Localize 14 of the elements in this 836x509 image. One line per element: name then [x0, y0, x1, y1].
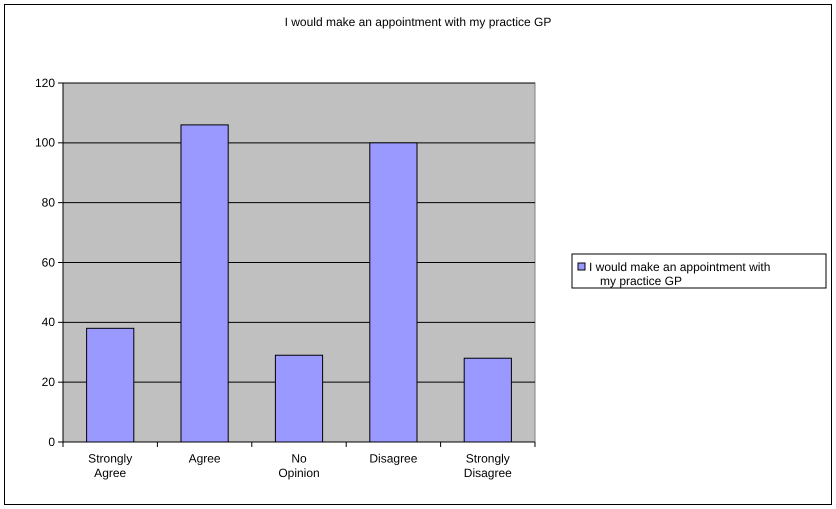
x-tick-label: No Opinion [278, 452, 320, 480]
y-tick-label: 20 [42, 375, 56, 390]
x-tick-label: Disagree [369, 452, 418, 466]
chart-title: I would make an appointment with my practice GP [284, 15, 552, 29]
y-tick-label: 80 [42, 196, 56, 210]
y-tick-label: 120 [34, 76, 56, 90]
y-tick-label: 0 [48, 434, 56, 449]
y-tick-label: 100 [34, 136, 56, 150]
x-tick-label: Strongly Disagree [464, 452, 512, 480]
legend-label: I would make an appointment with my practice GP [589, 260, 770, 288]
x-tick-label: Agree [188, 452, 221, 466]
y-tick-label: 40 [42, 315, 56, 330]
x-tick-label: Strongly Agree [88, 452, 132, 480]
y-tick-label: 60 [42, 255, 56, 270]
